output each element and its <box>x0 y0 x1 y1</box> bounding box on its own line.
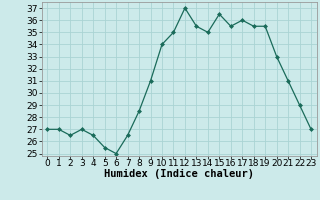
X-axis label: Humidex (Indice chaleur): Humidex (Indice chaleur) <box>104 169 254 179</box>
